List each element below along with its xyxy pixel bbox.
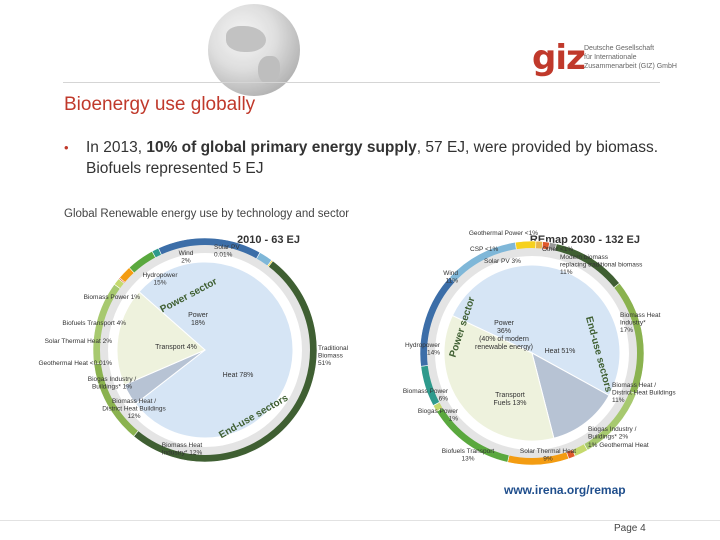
inner-slice-power	[443, 314, 555, 442]
bullet-post: , 57 EJ, were provided by biomass. Biofu…	[86, 139, 659, 177]
inner-slice-heat	[451, 264, 621, 397]
label-biogas-industry-buildings: Biogas Industry / Buildings* 1%	[88, 376, 137, 391]
label-geothermal-heat: 1% Geothermal Heat	[588, 442, 649, 449]
label-biogas-power: Biogas Power 1%	[418, 408, 459, 423]
source-link[interactable]: www.irena.org/remap	[504, 483, 626, 497]
label-biofuels-transport: Biofuels Transport 13%	[442, 448, 495, 463]
globe-graphic	[208, 4, 300, 96]
chart-2010: 2010 - 63 EJ Heat 78% Transport 4% Power 18%…	[38, 234, 349, 463]
label-biomass-heat-industry: Biomass Heat Industry* 12%	[162, 442, 203, 457]
label-hydropower: Hydropower 15%	[142, 272, 178, 287]
label-wind: Wind 2%	[179, 250, 194, 265]
label-other: Other <1%	[542, 246, 573, 253]
inner-label-transport: Transport Fuels 13%	[493, 392, 526, 407]
label-biomass-heat-district-heat-buildings: Biomass Heat / District Heat Buildings 11%	[612, 382, 676, 404]
sector-ring	[100, 245, 310, 455]
label-geothermal-heat: Geothermal Heat <0.01%	[38, 360, 112, 367]
giz-logo: giz Deutsche Gesellschaft für Internatio…	[532, 38, 692, 78]
slide-title: Bioenergy use globally	[64, 94, 256, 115]
bullet-text: In 2013, 10% of global primary energy su…	[64, 137, 664, 179]
label-modern-biomass-replacing-traditional-biomass: Modern biomass replacing traditional biom…	[560, 254, 643, 276]
bullet-dot: •	[64, 140, 69, 155]
chart-title: REmap 2030 - 132 EJ	[530, 234, 640, 246]
inner-label-heat: Heat 78%	[223, 372, 254, 379]
label-solar-thermal-heat: Solar Thermal Heat 9%	[520, 448, 576, 463]
label-biomass-power: Biomass Power 1%	[84, 294, 141, 301]
label-biofuels-transport: Biofuels Transport 4%	[62, 320, 126, 327]
figure-caption: Global Renewable energy use by technolog…	[64, 208, 350, 220]
chart-title: 2010 - 63 EJ	[237, 234, 300, 246]
label-biomass-heat-industry: Biomass Heat Industry* 17%	[620, 312, 661, 334]
inner-slice-heat	[134, 261, 294, 439]
footer-divider	[0, 520, 720, 521]
label-solar-thermal-heat: Solar Thermal Heat 2%	[45, 338, 113, 345]
label-biomass-heat-district-heat-buildings: Biomass Heat / District Heat Buildings 12%	[102, 398, 166, 420]
label-hydropower: Hydropower 14%	[405, 342, 441, 357]
sector-ring	[427, 248, 637, 458]
logo-text: Deutsche Gesellschaft für Internationale…	[584, 45, 677, 70]
logo-mark: giz	[532, 38, 586, 78]
label-traditional-biomass: Traditional Biomass 51%	[318, 345, 349, 367]
inner-label-power: Power 36% (40% of modern renewable energy)	[475, 320, 533, 351]
inner-slice-power	[116, 291, 206, 386]
chart-remap-2030: REmap 2030 - 132 EJ Heat 51% Transport Fuel…	[403, 230, 676, 466]
inner-label-power: Power 18%	[188, 312, 209, 327]
label-csp: CSP <1%	[470, 246, 498, 253]
renewable-energy-charts: 2010 - 63 EJ Heat 78% Transport 4% Power 18%…	[38, 230, 676, 466]
header-divider	[63, 82, 660, 83]
inner-slice-transport	[531, 352, 610, 439]
label-geothermal-power: Geothermal Power <1%	[469, 230, 538, 237]
bullet-point: • In 2013, 10% of global primary energy …	[64, 137, 664, 179]
bullet-pre: In 2013,	[86, 139, 147, 156]
label-wind: Wind 11%	[443, 270, 458, 285]
inner-label-heat: Heat 51%	[545, 348, 576, 355]
label-solar-pv: Solar PV 3%	[484, 258, 521, 265]
label-solar-pv: Solar PV 0.01%	[214, 244, 240, 259]
label-biomass-power: Biomass Power 6%	[403, 388, 449, 403]
label-biogas-industry-buildings: Biogas Industry / Buildings* 2%	[588, 426, 637, 441]
page-number: Page 4	[614, 523, 646, 534]
inner-label-transport: Transport 4%	[155, 344, 197, 351]
bullet-bold: 10% of global primary energy supply	[146, 139, 417, 156]
